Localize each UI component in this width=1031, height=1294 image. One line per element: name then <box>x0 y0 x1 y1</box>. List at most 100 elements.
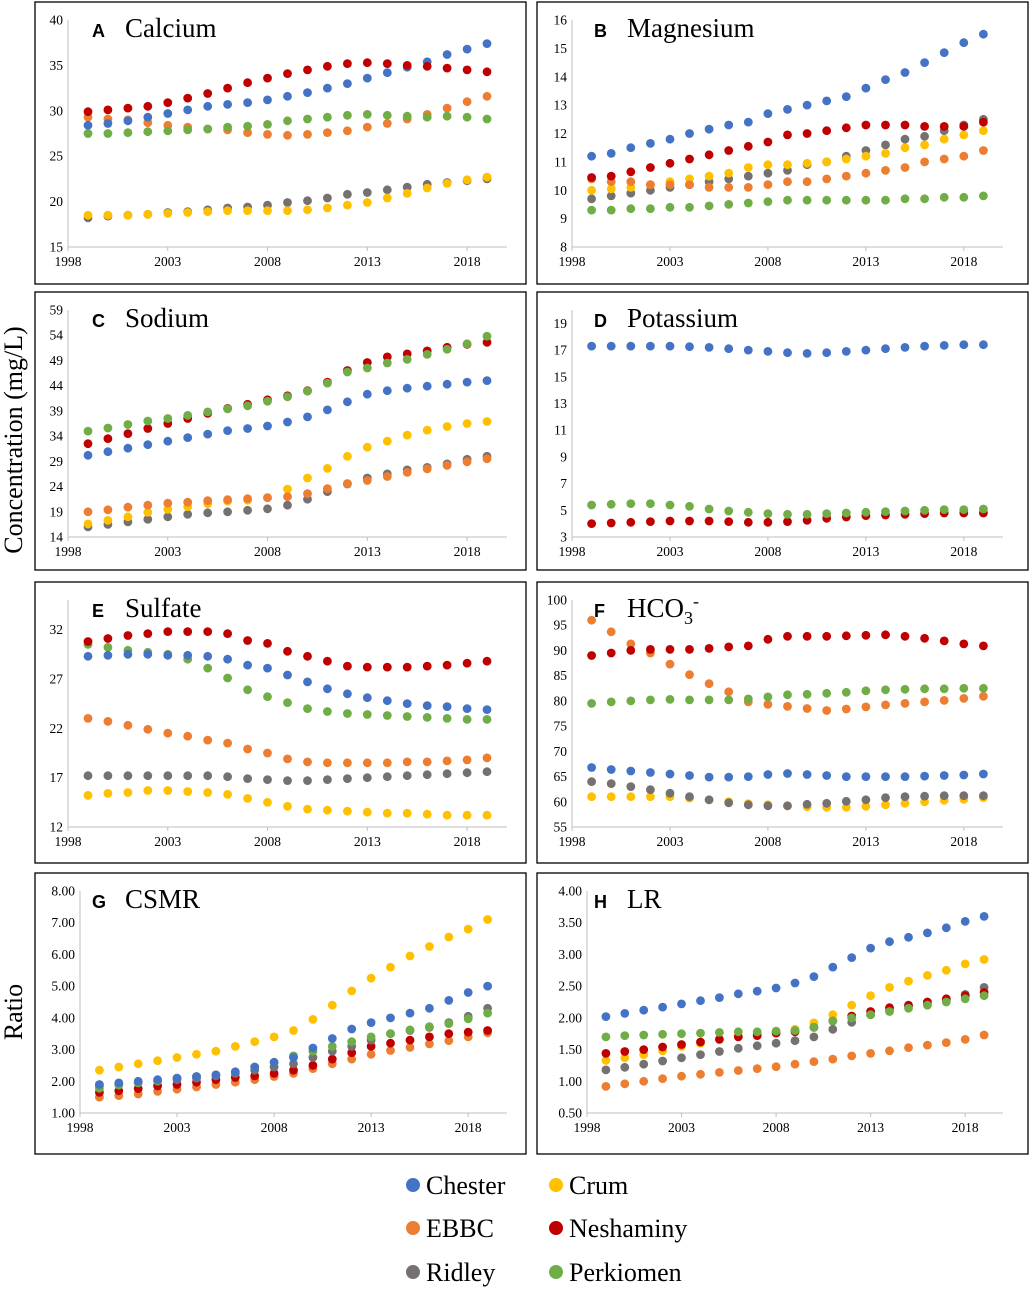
data-point <box>743 517 753 527</box>
data-point <box>783 517 792 526</box>
data-point <box>841 704 851 714</box>
data-point <box>960 959 970 969</box>
data-point <box>606 171 616 181</box>
data-point <box>203 627 213 636</box>
data-point <box>442 810 452 820</box>
series-crum <box>95 915 492 1075</box>
data-point <box>283 116 292 126</box>
data-point <box>143 440 153 450</box>
data-point <box>783 702 792 711</box>
data-point <box>847 1013 857 1023</box>
data-point <box>462 457 472 467</box>
data-point <box>979 29 988 39</box>
data-point <box>923 1040 932 1050</box>
data-point <box>143 771 153 781</box>
data-point <box>979 912 989 921</box>
series-perkiomen <box>587 499 988 519</box>
data-point <box>203 89 213 98</box>
data-point <box>382 119 392 128</box>
data-point <box>900 631 910 641</box>
data-point <box>382 352 392 362</box>
data-point <box>308 1061 318 1070</box>
y-tick-label: 44 <box>50 378 64 393</box>
data-point <box>83 637 93 646</box>
data-point <box>308 1053 318 1062</box>
data-point <box>263 797 272 807</box>
y-tick-label: 40 <box>50 13 64 28</box>
data-point <box>402 189 412 198</box>
data-point <box>362 693 372 703</box>
data-point <box>646 163 655 172</box>
data-point <box>783 801 792 811</box>
data-point <box>442 50 452 59</box>
y-tick-label: 15 <box>50 240 64 255</box>
x-tick-label: 2008 <box>254 254 281 269</box>
data-point <box>763 692 773 702</box>
series-neshaminy <box>587 630 988 660</box>
data-point <box>347 986 357 996</box>
data-point <box>733 1066 743 1075</box>
data-point <box>366 1042 376 1051</box>
data-point <box>482 331 492 341</box>
panel-letter: B <box>594 21 607 41</box>
series-ebbc <box>601 1030 989 1091</box>
panel-A: 15 20 25 30 35 40 1998 2003 2008 2013 2018 A Calcium <box>34 1 527 285</box>
data-point <box>783 130 792 140</box>
data-point <box>243 121 253 131</box>
data-point <box>382 711 392 720</box>
data-point <box>402 355 412 364</box>
data-point <box>482 91 492 101</box>
y-tick-label: 7.00 <box>51 915 75 930</box>
data-point <box>103 771 113 781</box>
y-tick-label: 25 <box>50 149 64 164</box>
data-point <box>103 447 113 457</box>
data-point <box>482 715 492 724</box>
data-point <box>382 68 392 78</box>
data-point <box>183 771 193 781</box>
data-point <box>327 1042 337 1051</box>
data-point <box>133 1076 143 1086</box>
data-point <box>979 683 988 693</box>
data-point <box>103 210 113 220</box>
data-point <box>790 1036 800 1046</box>
data-point <box>482 810 492 820</box>
data-point <box>646 341 655 351</box>
data-point <box>323 464 332 473</box>
data-point <box>881 800 890 810</box>
data-point <box>243 401 253 411</box>
data-point <box>696 1069 705 1079</box>
data-point <box>881 507 890 516</box>
data-point <box>639 1076 649 1086</box>
data-point <box>192 1049 201 1059</box>
data-point <box>646 785 655 795</box>
x-tick-label: 2018 <box>950 254 977 269</box>
data-point <box>422 183 432 193</box>
data-point <box>658 1056 667 1066</box>
y-tick-label: 60 <box>554 794 568 809</box>
data-point <box>382 59 392 68</box>
x-tick-label: 1998 <box>559 544 586 559</box>
data-point <box>163 98 173 107</box>
data-point <box>308 1043 318 1053</box>
panel-B: 8 9 10 11 12 13 14 15 16 1998 2003 2008 2013 2018 B Mag… <box>536 1 1029 285</box>
data-point <box>704 124 714 134</box>
data-point <box>386 1046 395 1055</box>
data-point <box>743 800 753 810</box>
data-point <box>163 209 173 218</box>
data-point <box>920 633 929 643</box>
data-point <box>626 639 636 649</box>
data-point <box>620 1053 630 1063</box>
data-point <box>920 791 929 801</box>
data-point <box>283 206 292 216</box>
data-point <box>866 1049 875 1058</box>
data-point <box>123 771 133 781</box>
data-point <box>444 932 454 942</box>
data-point <box>900 194 910 204</box>
data-point <box>243 636 253 645</box>
data-point <box>979 641 988 651</box>
panel-frame <box>536 1 1029 285</box>
data-point <box>323 112 332 122</box>
data-point <box>103 789 113 798</box>
data-point <box>861 151 871 161</box>
